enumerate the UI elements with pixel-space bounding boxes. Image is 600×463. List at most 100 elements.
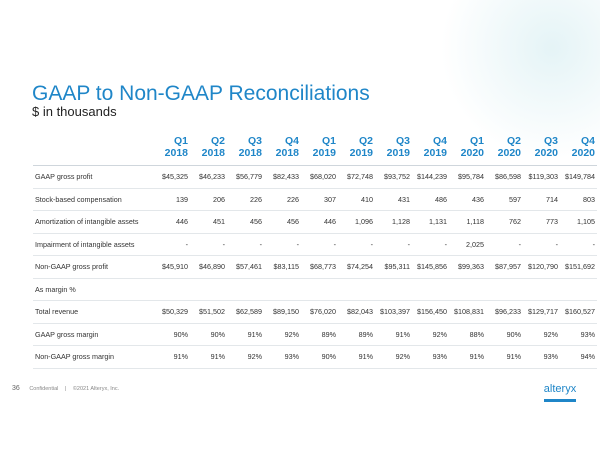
table-cell	[486, 278, 523, 301]
table-cell: 91%	[338, 345, 375, 369]
table-cell: $103,397	[375, 300, 412, 324]
row-label: Non-GAAP gross margin	[33, 345, 153, 369]
column-year: 2020	[497, 147, 521, 159]
table-cell: 1,131	[412, 210, 449, 234]
column-quarter: Q1	[173, 135, 188, 147]
logo-text: alteryx	[543, 383, 577, 395]
table-cell: 773	[523, 210, 560, 234]
table-cell	[338, 278, 375, 301]
footer-separator: |	[64, 386, 67, 392]
footer: 36 Confidential | ©2021 Alteryx, Inc.	[12, 385, 119, 392]
table-cell: 446	[153, 210, 190, 234]
table-cell: $149,784	[560, 165, 597, 189]
column-year: 2018	[164, 147, 188, 159]
table-cell: 89%	[338, 323, 375, 346]
table-cell: $156,450	[412, 300, 449, 324]
table-cell: -	[523, 233, 560, 256]
table-cell: -	[190, 233, 227, 256]
column-header: Q1 2019	[301, 135, 338, 166]
table-cell: 1,105	[560, 210, 597, 234]
table-cell: 90%	[153, 323, 190, 346]
table-cell: 803	[560, 188, 597, 211]
column-header: Q1 2018	[153, 135, 190, 166]
table-cell	[523, 278, 560, 301]
column-header: Q3 2019	[375, 135, 412, 166]
table-cell: $57,461	[227, 255, 264, 279]
table-cell: $108,831	[449, 300, 486, 324]
table-cell: 89%	[301, 323, 338, 346]
row-label: Stock-based compensation	[33, 188, 153, 211]
column-year: 2019	[386, 147, 410, 159]
table-cell: $51,502	[190, 300, 227, 324]
column-year: 2020	[534, 147, 558, 159]
table-cell: $76,020	[301, 300, 338, 324]
column-year: 2018	[238, 147, 262, 159]
table-cell: 597	[486, 188, 523, 211]
table-cell: 92%	[227, 345, 264, 369]
column-quarter: Q3	[543, 135, 558, 147]
table-cell: 226	[264, 188, 301, 211]
column-header: Q2 2019	[338, 135, 375, 166]
table-cell: 206	[190, 188, 227, 211]
column-header: Q2 2018	[190, 135, 227, 166]
column-header: Q4 2019	[412, 135, 449, 166]
table-cell: $46,890	[190, 255, 227, 279]
table-cell: 486	[412, 188, 449, 211]
table-cell: 91%	[449, 345, 486, 369]
table-cell: $87,957	[486, 255, 523, 279]
confidential-label: Confidential	[29, 386, 59, 392]
table-cell: $82,043	[338, 300, 375, 324]
table-cell: 307	[301, 188, 338, 211]
table-cell: 1,128	[375, 210, 412, 234]
table-cell	[153, 278, 190, 301]
column-quarter: Q2	[210, 135, 225, 147]
table-cell	[375, 278, 412, 301]
row-label: Impairment of intangible assets	[33, 233, 153, 256]
column-quarter: Q2	[506, 135, 521, 147]
table-cell: $68,020	[301, 165, 338, 189]
table-row: Total revenue $50,329 $51,502 $62,589 $89,15…	[33, 300, 597, 324]
table-cell: 1,096	[338, 210, 375, 234]
row-label: As margin %	[33, 278, 153, 301]
page-number: 36	[12, 385, 20, 392]
table-cell: -	[338, 233, 375, 256]
column-quarter: Q1	[469, 135, 484, 147]
table-header-row: Q1 2018 Q2 2018 Q3 2018 Q4 2018 Q1 2019 Q2 2019 Q3 20…	[33, 135, 597, 166]
table-cell: 91%	[375, 323, 412, 346]
table-cell: $160,527	[560, 300, 597, 324]
table-cell: -	[227, 233, 264, 256]
table-cell	[449, 278, 486, 301]
table-cell: $119,303	[523, 165, 560, 189]
column-quarter: Q2	[358, 135, 373, 147]
table-cell	[301, 278, 338, 301]
table-cell: $129,717	[523, 300, 560, 324]
table-cell: 92%	[375, 345, 412, 369]
table-row: Non-GAAP gross profit $45,910 $46,890 $57,4…	[33, 255, 597, 279]
table-cell: $144,239	[412, 165, 449, 189]
table-cell: 92%	[264, 323, 301, 346]
column-year: 2020	[571, 147, 595, 159]
table-cell: 446	[301, 210, 338, 234]
column-year: 2020	[460, 147, 484, 159]
table-cell: $72,748	[338, 165, 375, 189]
table-cell: $45,325	[153, 165, 190, 189]
table-cell: -	[560, 233, 597, 256]
row-label: GAAP gross profit	[33, 165, 153, 189]
table-cell: 410	[338, 188, 375, 211]
table-cell: 1,118	[449, 210, 486, 234]
table-cell: $93,752	[375, 165, 412, 189]
table-cell: -	[264, 233, 301, 256]
table-cell: 91%	[227, 323, 264, 346]
column-year: 2019	[423, 147, 447, 159]
table-cell: $86,598	[486, 165, 523, 189]
table-cell: 90%	[190, 323, 227, 346]
table-cell: 456	[264, 210, 301, 234]
table-cell: 92%	[523, 323, 560, 346]
column-quarter: Q4	[284, 135, 299, 147]
header-label-cell	[33, 135, 153, 166]
reconciliation-table: Q1 2018 Q2 2018 Q3 2018 Q4 2018 Q1 2019 Q2 2019 Q3 20…	[33, 135, 597, 369]
table-cell: 93%	[560, 323, 597, 346]
column-quarter: Q1	[321, 135, 336, 147]
column-header: Q3 2018	[227, 135, 264, 166]
table-cell: $82,433	[264, 165, 301, 189]
